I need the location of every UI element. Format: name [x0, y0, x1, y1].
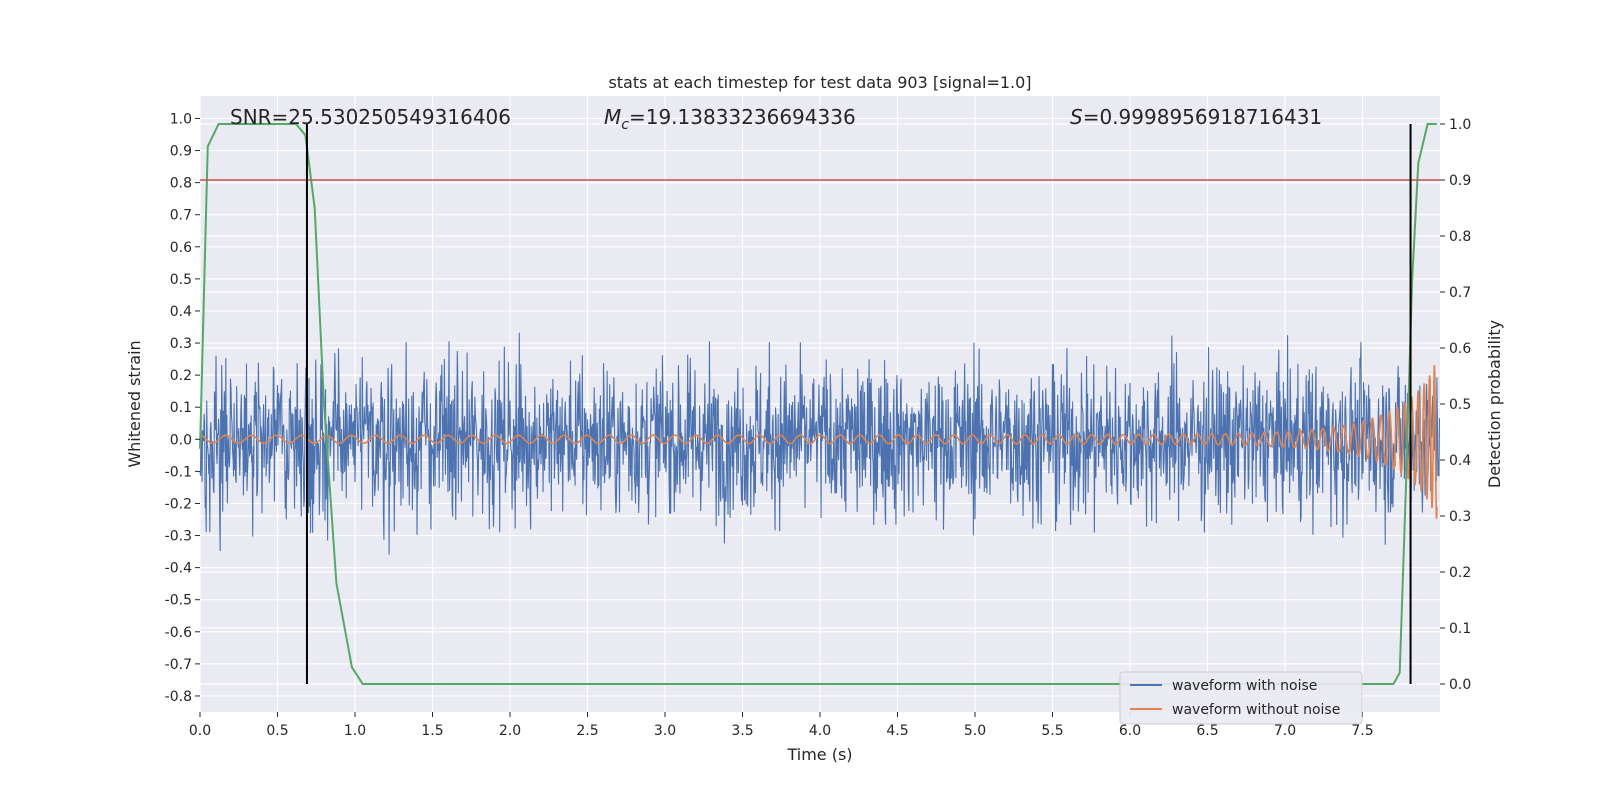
y2-tick-label: 0.3 [1449, 509, 1471, 525]
y2-tick-label: 0.8 [1449, 229, 1471, 245]
y-tick-label: 0.4 [170, 304, 192, 320]
y-tick-label: 0.0 [170, 432, 192, 448]
y-tick-label: -0.1 [165, 464, 192, 480]
snr-annotation: SNR=25.530250549316406 [230, 105, 511, 129]
chart-title: stats at each timestep for test data 903… [608, 73, 1031, 92]
x-tick-label: 4.0 [809, 723, 831, 739]
x-tick-label: 0.0 [189, 723, 211, 739]
y2-axis-label: Detection probability [1485, 320, 1504, 488]
x-tick-label: 6.5 [1196, 723, 1218, 739]
y2-tick-label: 0.9 [1449, 173, 1471, 189]
y2-tick-label: 0.6 [1449, 341, 1471, 357]
x-tick-label: 3.0 [654, 723, 676, 739]
waveform-with-noise-line [199, 332, 1441, 555]
y-tick-label: -0.8 [165, 689, 192, 705]
x-tick-label: 6.0 [1119, 723, 1141, 739]
x-tick-label: 4.5 [886, 723, 908, 739]
x-axis-ticks: 0.0 0.5 1.0 1.5 2.0 2.5 3.0 3.5 4.0 4.5 5.0 5.5 6.0 6… [189, 712, 1374, 739]
legend-box [1119, 671, 1363, 725]
y-tick-label: -0.4 [165, 561, 192, 577]
x-axis-label: Time (s) [786, 745, 852, 764]
y2-tick-label: 0.5 [1449, 397, 1471, 413]
x-tick-label: 2.5 [576, 723, 598, 739]
s-annotation: S=0.9998956918716431 [1070, 105, 1322, 129]
y-tick-label: 0.2 [170, 368, 192, 384]
mc-value: =19.13833236694336 [629, 105, 856, 129]
y2-axis-ticks: 0.0 0.1 0.2 0.3 0.4 0.5 0.6 0.7 0.8 0.9 1.0 [1440, 117, 1471, 693]
legend-label-noise: waveform with noise [1172, 678, 1317, 694]
markers [200, 124, 1440, 684]
y-axis-ticks: -0.8 -0.7 -0.6 -0.5 -0.4 -0.3 -0.2 -0.1 0.0 0.1 0.… [165, 111, 200, 705]
x-tick-label: 2.0 [499, 723, 521, 739]
series-waveform-with-noise [199, 332, 1441, 555]
series-waveform-without-noise [199, 364, 1438, 520]
y2-tick-label: 0.7 [1449, 285, 1471, 301]
y-tick-label: 0.3 [170, 336, 192, 352]
x-tick-label: 3.5 [731, 723, 753, 739]
y-tick-label: -0.3 [165, 529, 192, 545]
y-tick-label: 0.9 [170, 144, 192, 160]
mc-subscript: c [621, 117, 629, 133]
x-tick-label: 1.0 [344, 723, 366, 739]
mc-annotation: Mc=19.13833236694336 [604, 105, 856, 133]
y2-tick-label: 0.0 [1449, 677, 1471, 693]
y-tick-label: -0.2 [165, 496, 192, 512]
x-tick-label: 5.5 [1041, 723, 1063, 739]
legend-label-clean: waveform without noise [1172, 702, 1340, 718]
x-tick-label: 5.0 [964, 723, 986, 739]
x-tick-label: 0.5 [266, 723, 288, 739]
mc-symbol: M [604, 105, 621, 129]
y-tick-label: -0.5 [165, 593, 192, 609]
x-tick-label: 7.0 [1274, 723, 1296, 739]
waveform-without-noise-line [199, 364, 1438, 520]
y2-tick-label: 0.2 [1449, 565, 1471, 581]
y-tick-label: 0.7 [170, 208, 192, 224]
y2-tick-label: 0.4 [1449, 453, 1471, 469]
s-symbol: S [1070, 105, 1083, 129]
y-tick-label: 0.6 [170, 240, 192, 256]
y2-tick-label: 1.0 [1449, 117, 1471, 133]
s-value: =0.9998956918716431 [1083, 105, 1322, 129]
y-axis-label: Whitened strain [125, 340, 144, 467]
y-tick-label: 1.0 [170, 111, 192, 127]
x-tick-label: 7.5 [1351, 723, 1373, 739]
y-tick-label: -0.6 [165, 625, 192, 641]
y-tick-label: 0.1 [170, 400, 192, 416]
y-tick-label: 0.8 [170, 176, 192, 192]
legend: waveform with noise waveform without noi… [1119, 671, 1363, 725]
x-tick-label: 1.5 [421, 723, 443, 739]
y-tick-label: 0.5 [170, 272, 192, 288]
y-tick-label: -0.7 [165, 657, 192, 673]
y2-tick-label: 0.1 [1449, 621, 1471, 637]
